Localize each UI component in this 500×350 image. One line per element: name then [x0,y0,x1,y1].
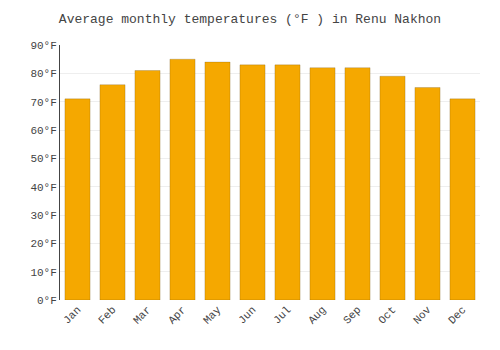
svg-text:Jun: Jun [236,304,258,326]
svg-text:70°F: 70°F [30,97,56,109]
svg-text:Average monthly temperatures (: Average monthly temperatures (°F ) in Re… [59,12,441,27]
svg-text:Apr: Apr [166,304,188,326]
svg-text:Nov: Nov [411,304,434,327]
svg-text:Oct: Oct [376,304,398,326]
svg-text:60°F: 60°F [30,125,56,137]
svg-text:Jul: Jul [271,304,293,326]
svg-text:Aug: Aug [306,304,328,326]
svg-text:Feb: Feb [96,304,118,326]
svg-text:80°F: 80°F [30,68,56,80]
svg-text:Dec: Dec [446,304,468,326]
svg-text:40°F: 40°F [30,182,56,194]
svg-text:10°F: 10°F [30,267,56,279]
svg-text:30°F: 30°F [30,210,56,222]
svg-text:50°F: 50°F [30,153,56,165]
svg-text:Mar: Mar [131,304,153,326]
svg-text:90°F: 90°F [30,40,56,52]
svg-text:May: May [201,304,224,327]
svg-text:20°F: 20°F [30,238,56,250]
svg-text:0°F: 0°F [37,295,57,307]
svg-text:Jan: Jan [61,304,83,326]
svg-text:Sep: Sep [341,304,363,326]
